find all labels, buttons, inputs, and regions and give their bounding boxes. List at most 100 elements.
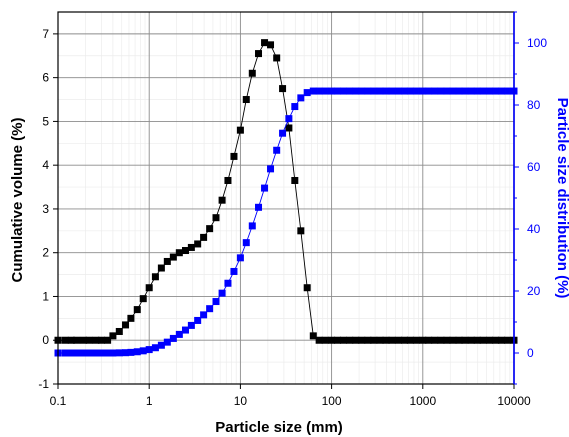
y-axis-right-title: Particle size distribution (%) (554, 98, 569, 299)
cumulative-data-point (437, 336, 445, 344)
psd-data-point (388, 87, 396, 95)
cumulative-data-point (376, 336, 384, 344)
cumulative-data-point (206, 225, 214, 233)
cumulative-data-point (425, 336, 433, 344)
cumulative-data-point (212, 214, 220, 222)
cumulative-data-point (419, 336, 427, 344)
psd-data-point (425, 87, 433, 95)
psd-data-point (431, 87, 439, 95)
y-axis-left: -1 0 1 2 3 4 5 6 7 (38, 27, 58, 391)
psd-data-point (473, 87, 481, 95)
cumulative-data-point (151, 273, 159, 281)
cumulative-data-point (175, 249, 183, 257)
psd-data-point (370, 87, 378, 95)
psd-data-point (267, 165, 275, 173)
cumulative-data-point (67, 336, 75, 344)
cumulative-data-point (169, 253, 177, 261)
cumulative-data-point (122, 321, 130, 329)
cumulative-data-point (467, 336, 475, 344)
y2-tick-label: 20 (527, 284, 541, 298)
x-tick-label: 10 (234, 394, 248, 408)
cumulative-data-point (242, 96, 250, 104)
psd-data-point (206, 305, 214, 313)
y-tick-label: 0 (42, 333, 49, 347)
y-axis-right: 0 20 40 60 80 100 (514, 11, 547, 385)
psd-data-point (79, 349, 87, 357)
x-tick-label: 1000 (409, 394, 436, 408)
cumulative-data-point (92, 336, 100, 344)
cumulative-data-point (133, 306, 141, 314)
cumulative-data-point (370, 336, 378, 344)
cumulative-data-point (388, 336, 396, 344)
cumulative-data-point (504, 336, 512, 344)
psd-data-point (321, 87, 329, 95)
cumulative-data-point (248, 69, 256, 77)
cumulative-data-point (261, 39, 269, 47)
psd-data-point (224, 279, 232, 287)
cumulative-data-point (394, 336, 402, 344)
psd-data-point (109, 349, 117, 357)
cumulative-data-point (104, 336, 112, 344)
x-tick-label: 0.1 (50, 394, 67, 408)
cumulative-data-point (401, 336, 408, 344)
psd-data-point (139, 347, 147, 355)
cumulative-data-point (382, 336, 390, 344)
psd-data-point (194, 316, 202, 324)
psd-data-point (61, 349, 69, 357)
cumulative-data-point (98, 336, 106, 344)
cumulative-data-point (181, 247, 189, 255)
cumulative-data-point (145, 284, 153, 292)
cumulative-data-point (315, 336, 323, 344)
psd-data-point (382, 87, 390, 95)
psd-data-point (401, 87, 408, 95)
cumulative-data-point (303, 284, 311, 292)
psd-data-point (230, 267, 238, 275)
series-particle-size-distribution (54, 87, 518, 357)
psd-data-point (346, 87, 354, 95)
psd-data-point (115, 349, 123, 357)
cumulative-data-point (492, 336, 500, 344)
y-tick-label: 4 (42, 158, 49, 172)
cumulative-data-point (163, 257, 171, 265)
psd-data-point (218, 289, 226, 297)
cumulative-data-point (157, 264, 165, 272)
y-tick-label: 7 (42, 27, 49, 41)
cumulative-data-point (187, 243, 195, 251)
cumulative-data-point (79, 336, 87, 344)
psd-data-point (127, 348, 135, 356)
x-tick-label: 100 (322, 394, 342, 408)
psd-data-point (104, 349, 112, 357)
psd-data-point (504, 87, 512, 95)
psd-data-point (67, 349, 75, 357)
cumulative-data-point (236, 126, 244, 134)
psd-data-point (248, 222, 256, 230)
cumulative-data-point (139, 295, 147, 303)
y-tick-label: 3 (42, 202, 49, 216)
psd-data-point (437, 87, 445, 95)
cumulative-data-point (406, 336, 414, 344)
cumulative-data-point (321, 336, 329, 344)
cumulative-data-point (358, 336, 366, 344)
psd-data-point (492, 87, 500, 95)
cumulative-data-point (127, 314, 135, 322)
cumulative-data-point (200, 233, 208, 241)
psd-data-point (486, 87, 494, 95)
psd-data-point (285, 115, 293, 123)
psd-data-point (479, 87, 487, 95)
psd-data-point (449, 87, 457, 95)
psd-data-point (419, 87, 427, 95)
cumulative-data-point (449, 336, 457, 344)
psd-data-point (175, 330, 183, 338)
y2-tick-label: 80 (527, 98, 541, 112)
cumulative-data-point (352, 336, 360, 344)
cumulative-data-point (443, 336, 451, 344)
cumulative-data-point (85, 336, 93, 344)
psd-data-point (236, 254, 244, 262)
psd-data-point (151, 344, 159, 352)
y-axis-left-title: Cumulative volume (%) (9, 117, 26, 282)
psd-data-point (364, 87, 372, 95)
psd-data-point (200, 311, 208, 319)
cumulative-data-point (273, 54, 281, 62)
x-tick-label: 1 (146, 394, 153, 408)
